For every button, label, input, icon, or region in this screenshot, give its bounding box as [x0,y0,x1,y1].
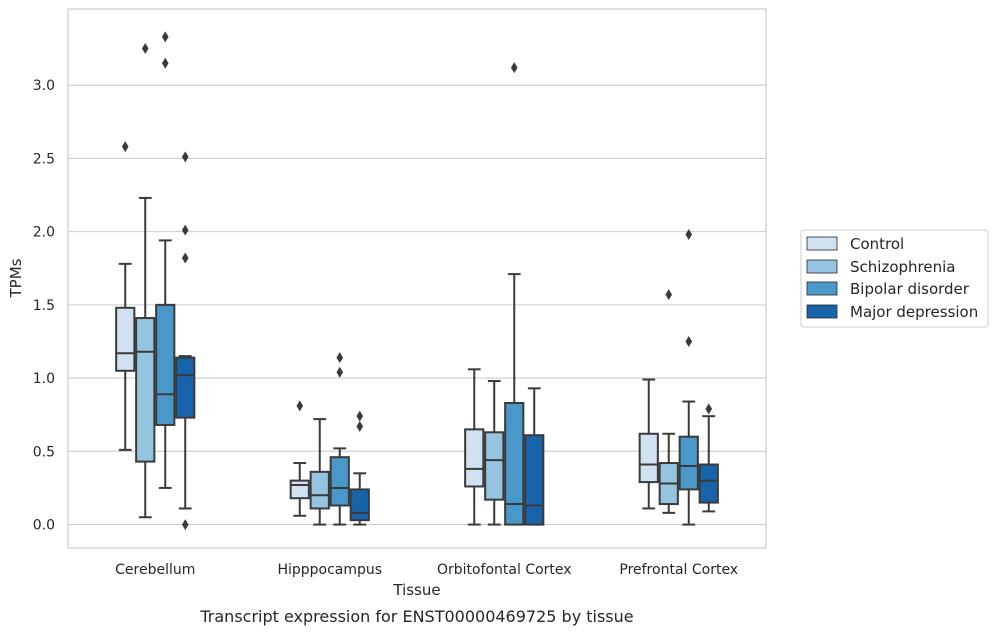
box-schizophrenia-orbitofontal-cortex [484,380,505,526]
outlier-point [685,335,693,347]
iqr-box [289,479,310,500]
box-bipolar-disorder-prefrontal-cortex [678,229,699,526]
x-tick-label-prefrontal-cortex: Prefrontal Cortex [619,562,738,578]
outlier-point [356,410,364,422]
outlier-point [705,403,713,415]
x-axis: Cerebellum Hipppocampus Orbitofontal Corte… [115,562,738,578]
iqr-box [329,456,350,507]
box-schizophrenia-hipppocampus [309,418,330,526]
box-schizophrenia-prefrontal-cortex [658,289,679,514]
box-group-prefrontal-cortex [638,229,719,526]
plot-frame [67,8,767,549]
outlier-point [141,43,149,55]
iqr-box [524,434,545,526]
box-control-hipppocampus [289,400,310,517]
legend-label-major-depression: Major depression [850,303,978,321]
outlier-point [685,229,693,241]
box-groups [115,31,719,531]
outlier-point [181,224,189,236]
y-tick-label: 2.5 [33,151,55,167]
outlier-point [161,31,169,43]
legend-swatch-schizophrenia [806,259,838,274]
iqr-box [135,317,156,463]
iqr-box [698,463,719,504]
y-axis: 0.0 0.5 1.0 1.5 2.0 2.5 3.0 [33,78,55,533]
box-group-orbitofontal-cortex [464,62,545,526]
x-tick-label-orbitofontal-cortex: Orbitofontal Cortex [437,562,572,578]
box-major-depression-prefrontal-cortex [698,403,719,513]
y-tick-label: 1.5 [33,298,55,314]
outlier-point [336,366,344,378]
legend-item-bipolar-disorder: Bipolar disorder [806,280,970,298]
y-tick-label: 0.5 [33,444,55,460]
legend-swatch-major-depression [806,304,838,319]
legend-label-control: Control [850,235,904,253]
legend-label-schizophrenia: Schizophrenia [850,258,955,276]
iqr-box [309,470,330,510]
iqr-box [678,435,699,491]
box-control-prefrontal-cortex [638,378,659,510]
iqr-box [349,488,370,522]
box-schizophrenia-cerebellum [135,43,156,519]
box-major-depression-hipppocampus [349,410,370,526]
iqr-box [484,431,505,501]
outlier-point [181,151,189,163]
x-axis-title: Tissue [392,581,440,599]
box-major-depression-orbitofontal-cortex [524,387,545,526]
legend: Control Schizophrenia Bipolar disorder M… [800,229,989,328]
chart-caption: Transcript expression for ENST0000046972… [199,607,633,626]
outlier-point [181,252,189,264]
iqr-box [115,306,136,372]
legend-frame [800,229,989,328]
box-group-cerebellum [115,31,196,531]
outlier-point [665,289,673,301]
legend-item-major-depression: Major depression [806,303,978,321]
legend-swatch-control [806,236,838,251]
y-tick-label: 2.0 [33,225,55,241]
outlier-point [161,57,169,69]
outlier-point [510,62,518,74]
outlier-point [336,352,344,364]
outlier-point [121,141,129,153]
iqr-box [175,356,196,419]
x-tick-label-hipppocampus: Hipppocampus [277,562,382,578]
box-major-depression-cerebellum [175,151,196,531]
iqr-box [464,428,485,488]
y-tick-label: 3.0 [33,78,55,94]
y-tick-label: 1.0 [33,371,55,387]
box-group-hipppocampus [289,352,370,526]
outlier-point [296,400,304,412]
box-bipolar-disorder-orbitofontal-cortex [504,62,525,526]
iqr-box [638,432,659,484]
outlier-point [181,519,189,531]
legend-item-schizophrenia: Schizophrenia [806,258,955,276]
legend-label-bipolar-disorder: Bipolar disorder [850,280,970,298]
legend-item-control: Control [806,235,904,253]
x-tick-label-cerebellum: Cerebellum [115,562,195,578]
iqr-box [155,303,176,426]
y-axis-title: TPMs [7,258,25,298]
outlier-point [356,420,364,432]
iqr-box [504,401,525,526]
y-tick-label: 0.0 [33,518,55,534]
legend-swatch-bipolar-disorder [806,281,838,296]
box-bipolar-disorder-cerebellum [155,31,176,489]
box-control-orbitofontal-cortex [464,368,485,526]
box-control-cerebellum [115,141,136,451]
box-bipolar-disorder-hipppocampus [329,352,350,526]
